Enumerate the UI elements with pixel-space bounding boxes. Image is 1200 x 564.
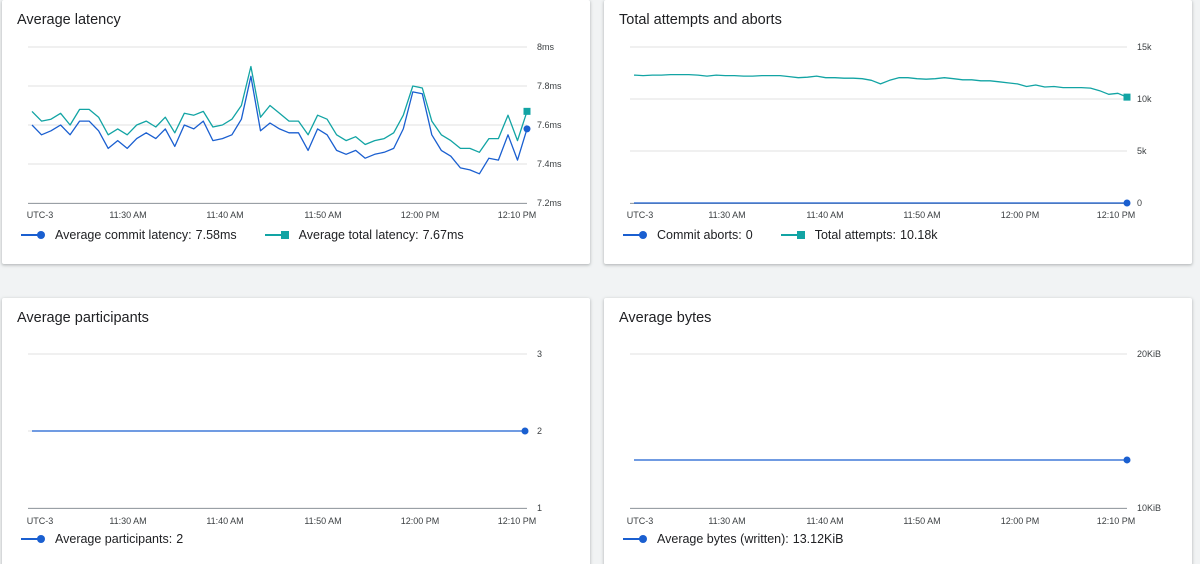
legend-circle-marker-icon xyxy=(623,532,647,546)
legend-value: 0 xyxy=(745,228,753,242)
legend-value: 13.12KiB xyxy=(792,532,844,546)
x-axis-tick-label: 11:30 AM xyxy=(109,516,146,526)
average-bytes-legend: Average bytes (written): 13.12KiB xyxy=(623,532,872,546)
x-axis-tick-label: 11:40 AM xyxy=(806,210,843,220)
x-axis-tick-label: 12:00 PM xyxy=(401,210,440,220)
legend-value: 10.18k xyxy=(900,228,938,242)
legend-item[interactable]: Total attempts: 10.18k xyxy=(780,228,938,242)
legend-label: Average participants: xyxy=(55,532,173,546)
card-total-attempts-and-aborts: Total attempts and aborts 15k 10k 5k 0 UTC-3… xyxy=(604,0,1192,264)
average-latency-legend: Average commit latency: 7.58ms Average tot… xyxy=(21,228,492,242)
series-line xyxy=(31,65,528,153)
x-axis-tick-label: 12:00 PM xyxy=(1001,516,1040,526)
legend-item[interactable]: Commit aborts: 0 xyxy=(623,228,753,242)
legend-item[interactable]: Average bytes (written): 13.12KiB xyxy=(623,532,844,546)
x-axis-tick-label: UTC-3 xyxy=(27,516,54,526)
x-axis-tick-label: 11:40 AM xyxy=(806,516,843,526)
series-end-marker xyxy=(1123,456,1131,464)
average-bytes-chart[interactable]: 20KiB 10KiB UTC-3 11:30 AM 11:40 AM 11:50 AM 1… xyxy=(604,298,1192,564)
card-title-total-attempts-and-aborts: Total attempts and aborts xyxy=(619,12,782,28)
series-end-marker xyxy=(1123,93,1131,101)
legend-square-marker-icon xyxy=(264,228,289,242)
legend-label: Commit aborts: xyxy=(657,228,742,242)
y-axis-tick-label: 3 xyxy=(537,349,542,359)
x-axis-tick-label: 11:50 AM xyxy=(304,516,341,526)
y-axis-tick-label: 20KiB xyxy=(1137,349,1161,359)
x-axis-tick-label: 11:50 AM xyxy=(903,516,940,526)
legend-item[interactable]: Average participants: 2 xyxy=(21,532,183,546)
y-axis-tick-label: 10KiB xyxy=(1137,503,1161,513)
average-latency-chart[interactable]: 8ms 7.8ms 7.6ms 7.4ms 7.2ms UTC-3 11:30 AM 11:4… xyxy=(2,0,590,264)
series-line xyxy=(633,73,1128,98)
y-axis-tick-label: 8ms xyxy=(537,42,555,52)
series-end-marker xyxy=(1123,199,1131,207)
total-attempts-and-aborts-legend: Commit aborts: 0 Total attempts: 10.18k xyxy=(623,228,966,242)
series-end-marker xyxy=(521,427,529,435)
average-participants-legend: Average participants: 2 xyxy=(21,532,211,546)
card-average-latency: Average latency 8ms 7.8ms 7.6ms 7.4ms 7.2ms U… xyxy=(2,0,590,264)
x-axis-tick-label: 11:50 AM xyxy=(903,210,940,220)
x-axis-tick-label: 11:30 AM xyxy=(109,210,146,220)
x-axis-tick-label: 11:50 AM xyxy=(304,210,341,220)
legend-circle-marker-icon xyxy=(623,228,647,242)
average-participants-chart[interactable]: 3 2 1 UTC-3 11:30 AM 11:40 AM 11:50 AM 12:00 PM… xyxy=(2,298,590,564)
legend-circle-marker-icon xyxy=(21,228,45,242)
legend-item[interactable]: Average total latency: 7.67ms xyxy=(264,228,464,242)
legend-square-marker-icon xyxy=(780,228,805,242)
series-end-marker xyxy=(523,125,531,133)
y-axis-tick-label: 7.2ms xyxy=(537,198,562,208)
x-axis-tick-label: 11:40 AM xyxy=(206,210,243,220)
x-axis-tick-label: 11:30 AM xyxy=(708,210,745,220)
x-axis-tick-label: 12:10 PM xyxy=(1097,516,1136,526)
y-axis-tick-label: 10k xyxy=(1137,94,1152,104)
legend-item[interactable]: Average commit latency: 7.58ms xyxy=(21,228,237,242)
x-axis-tick-label: 11:40 AM xyxy=(206,516,243,526)
card-title-average-latency: Average latency xyxy=(17,12,121,28)
y-axis-tick-label: 7.6ms xyxy=(537,120,562,130)
card-average-bytes: Average bytes 20KiB 10KiB UTC-3 11:30 AM 11:… xyxy=(604,298,1192,564)
legend-circle-marker-icon xyxy=(21,532,45,546)
series-end-marker xyxy=(523,107,531,115)
x-axis-tick-label: 11:30 AM xyxy=(708,516,745,526)
y-axis-tick-label: 15k xyxy=(1137,42,1152,52)
y-axis-tick-label: 0 xyxy=(1137,198,1142,208)
y-axis-tick-label: 5k xyxy=(1137,146,1147,156)
y-axis-tick-label: 2 xyxy=(537,426,542,436)
x-axis-tick-label: 12:00 PM xyxy=(401,516,440,526)
x-axis-tick-label: 12:10 PM xyxy=(498,516,537,526)
x-axis-tick-label: 12:10 PM xyxy=(498,210,537,220)
legend-value: 7.67ms xyxy=(422,228,464,242)
x-axis-tick-label: 12:00 PM xyxy=(1001,210,1040,220)
y-axis-tick-label: 7.4ms xyxy=(537,159,562,169)
card-title-average-bytes: Average bytes xyxy=(619,310,712,326)
legend-label: Average commit latency: xyxy=(55,228,192,242)
legend-value: 2 xyxy=(176,532,184,546)
x-axis-tick-label: UTC-3 xyxy=(627,516,654,526)
legend-label: Average total latency: xyxy=(298,228,419,242)
x-axis-tick-label: UTC-3 xyxy=(27,210,54,220)
legend-label: Average bytes (written): xyxy=(657,532,789,546)
x-axis-tick-label: UTC-3 xyxy=(627,210,654,220)
x-axis-tick-label: 12:10 PM xyxy=(1097,210,1136,220)
legend-value: 7.58ms xyxy=(195,228,237,242)
y-axis-tick-label: 7.8ms xyxy=(537,81,562,91)
card-title-average-participants: Average participants xyxy=(17,310,149,326)
series-line xyxy=(31,75,528,175)
total-attempts-and-aborts-chart[interactable]: 15k 10k 5k 0 UTC-3 11:30 AM 11:40 AM 11:50 AM 12… xyxy=(604,0,1192,264)
y-axis-tick-label: 1 xyxy=(537,503,542,513)
card-average-participants: Average participants 3 2 1 UTC-3 11:30 AM 11:… xyxy=(2,298,590,564)
legend-label: Total attempts: xyxy=(814,228,896,242)
